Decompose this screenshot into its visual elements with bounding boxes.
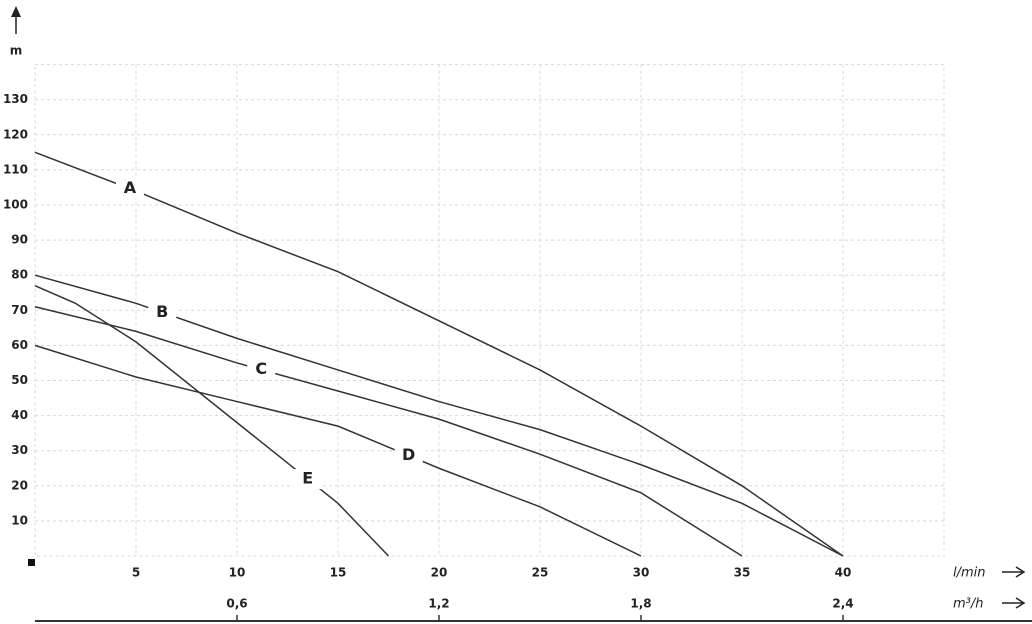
curve [34,285,390,557]
x2-axis-label: m³/h [953,597,984,612]
origin-marker [28,559,35,566]
series-label: A [124,178,137,197]
x-tick-label: 10 [229,566,246,580]
y-tick-label: 130 [3,92,28,106]
series-label: E [302,469,313,488]
y-tick-label: 80 [11,268,28,282]
x-tick-label: 25 [532,566,549,580]
x2-tick-label: 1,8 [630,597,651,611]
curve [34,306,743,557]
x-tick-label: 30 [633,566,650,580]
y-tick-label: 100 [3,198,28,212]
x-axis-label: l/min [953,566,986,581]
series-label: B [156,302,168,321]
x2-tick-label: 2,4 [832,597,853,611]
y-tick-label: 20 [11,478,28,492]
x-tick-label: 15 [330,566,347,580]
series-label: C [255,359,267,378]
x2-tick-label: 0,6 [226,597,247,611]
curve [34,344,642,557]
x2-tick-label: 1,2 [428,597,449,611]
x-tick-label: 35 [734,566,751,580]
label-gap [394,445,423,466]
curve [34,151,844,557]
y-arrow-head [11,6,21,17]
series-label: D [402,445,415,464]
y-tick-label: 10 [11,513,28,527]
x-tick-label: 5 [132,566,140,580]
y-tick-label: 70 [11,303,28,317]
y-axis-label: m [10,44,23,58]
x-tick-label: 20 [431,566,448,580]
y-tick-label: 110 [3,162,28,176]
label-gap [148,302,177,323]
x2-arrow [1002,597,1026,609]
y-tick-label: 50 [11,373,28,387]
y-tick-label: 120 [3,127,28,141]
y-tick-label: 30 [11,443,28,457]
y-tick-label: 90 [11,233,28,247]
x-arrow [1002,566,1026,578]
label-gap [115,178,144,199]
x-tick-label: 40 [835,566,852,580]
y-tick-label: 40 [11,408,28,422]
y-tick-label: 60 [11,338,28,352]
label-gap [247,359,276,380]
label-gap [293,469,322,490]
